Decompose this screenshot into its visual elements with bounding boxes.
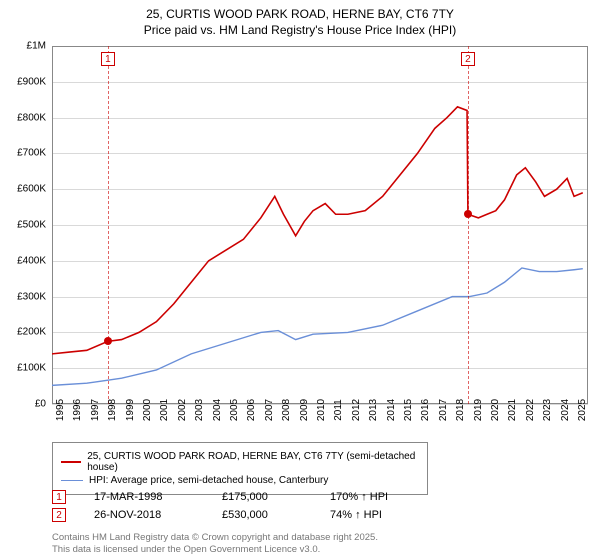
x-tick-label: 2009 — [299, 399, 310, 421]
x-tick-label: 2005 — [229, 399, 240, 421]
transaction-row: 1 17-MAR-1998 £175,000 170% ↑ HPI — [52, 490, 388, 504]
transaction-vs-hpi: 74% ↑ HPI — [330, 509, 382, 521]
house-price-chart: { "title_line1": "25, CURTIS WOOD PARK R… — [0, 0, 600, 560]
x-tick-label: 2012 — [351, 399, 362, 421]
x-tick-label: 2003 — [194, 399, 205, 421]
x-tick-label: 2020 — [490, 399, 501, 421]
legend-label: HPI: Average price, semi-detached house,… — [89, 475, 328, 486]
legend-swatch — [61, 480, 83, 481]
x-tick-label: 2004 — [212, 399, 223, 421]
transaction-table: 1 17-MAR-1998 £175,000 170% ↑ HPI 2 26-NOV-20… — [52, 486, 388, 526]
chart-title: 25, CURTIS WOOD PARK ROAD, HERNE BAY, CT… — [0, 0, 600, 38]
transaction-marker: 1 — [52, 490, 66, 504]
x-tick-label: 2002 — [177, 399, 188, 421]
x-tick-label: 2025 — [577, 399, 588, 421]
transaction-date: 17-MAR-1998 — [94, 491, 194, 503]
transaction-dot — [104, 337, 112, 345]
legend-item: 25, CURTIS WOOD PARK ROAD, HERNE BAY, CT… — [61, 451, 419, 473]
x-tick-label: 2006 — [246, 399, 257, 421]
line-series-svg — [52, 46, 588, 404]
transaction-flag: 1 — [108, 46, 109, 404]
series-hpi — [52, 268, 583, 385]
footer-line-1: Contains HM Land Registry data © Crown c… — [52, 532, 378, 544]
y-tick-label: £200K — [0, 327, 46, 338]
y-tick-label: £900K — [0, 76, 46, 87]
series-price_paid — [52, 107, 583, 354]
y-tick-label: £100K — [0, 363, 46, 374]
transaction-flag: 2 — [468, 46, 469, 404]
legend-label: 25, CURTIS WOOD PARK ROAD, HERNE BAY, CT… — [87, 451, 419, 473]
y-tick-label: £700K — [0, 148, 46, 159]
transaction-vs-hpi: 170% ↑ HPI — [330, 491, 388, 503]
transaction-price: £530,000 — [222, 509, 302, 521]
x-tick-label: 2014 — [386, 399, 397, 421]
y-tick-label: £500K — [0, 220, 46, 231]
legend-swatch — [61, 461, 81, 463]
x-tick-label: 2001 — [159, 399, 170, 421]
x-tick-label: 2016 — [420, 399, 431, 421]
y-tick-label: £600K — [0, 184, 46, 195]
y-tick-label: £400K — [0, 255, 46, 266]
transaction-marker: 2 — [52, 508, 66, 522]
x-tick-label: 1998 — [107, 399, 118, 421]
x-tick-label: 2021 — [507, 399, 518, 421]
y-tick-label: £1M — [0, 41, 46, 52]
x-tick-label: 2019 — [473, 399, 484, 421]
transaction-date: 26-NOV-2018 — [94, 509, 194, 521]
x-tick-label: 2010 — [316, 399, 327, 421]
y-tick-label: £300K — [0, 291, 46, 302]
y-tick-label: £0 — [0, 399, 46, 410]
x-tick-label: 1999 — [125, 399, 136, 421]
transaction-flag-number: 2 — [461, 52, 475, 66]
transaction-dot — [464, 210, 472, 218]
x-tick-label: 2024 — [560, 399, 571, 421]
x-tick-label: 2022 — [525, 399, 536, 421]
x-tick-label: 2007 — [264, 399, 275, 421]
plot-area: 12 — [52, 46, 588, 404]
x-tick-label: 2015 — [403, 399, 414, 421]
x-tick-label: 1995 — [55, 399, 66, 421]
title-line-1: 25, CURTIS WOOD PARK ROAD, HERNE BAY, CT… — [0, 6, 600, 22]
transaction-row: 2 26-NOV-2018 £530,000 74% ↑ HPI — [52, 508, 388, 522]
transaction-flag-number: 1 — [101, 52, 115, 66]
x-tick-label: 2011 — [333, 399, 344, 421]
x-tick-label: 2013 — [368, 399, 379, 421]
x-tick-label: 2018 — [455, 399, 466, 421]
y-tick-label: £800K — [0, 112, 46, 123]
x-tick-label: 1996 — [72, 399, 83, 421]
x-tick-label: 2000 — [142, 399, 153, 421]
legend-item: HPI: Average price, semi-detached house,… — [61, 475, 419, 486]
transaction-price: £175,000 — [222, 491, 302, 503]
x-tick-label: 2017 — [438, 399, 449, 421]
x-tick-label: 1997 — [90, 399, 101, 421]
x-tick-label: 2008 — [281, 399, 292, 421]
title-line-2: Price paid vs. HM Land Registry's House … — [0, 22, 600, 38]
attribution-footer: Contains HM Land Registry data © Crown c… — [52, 532, 378, 557]
x-tick-label: 2023 — [542, 399, 553, 421]
footer-line-2: This data is licensed under the Open Gov… — [52, 544, 378, 556]
